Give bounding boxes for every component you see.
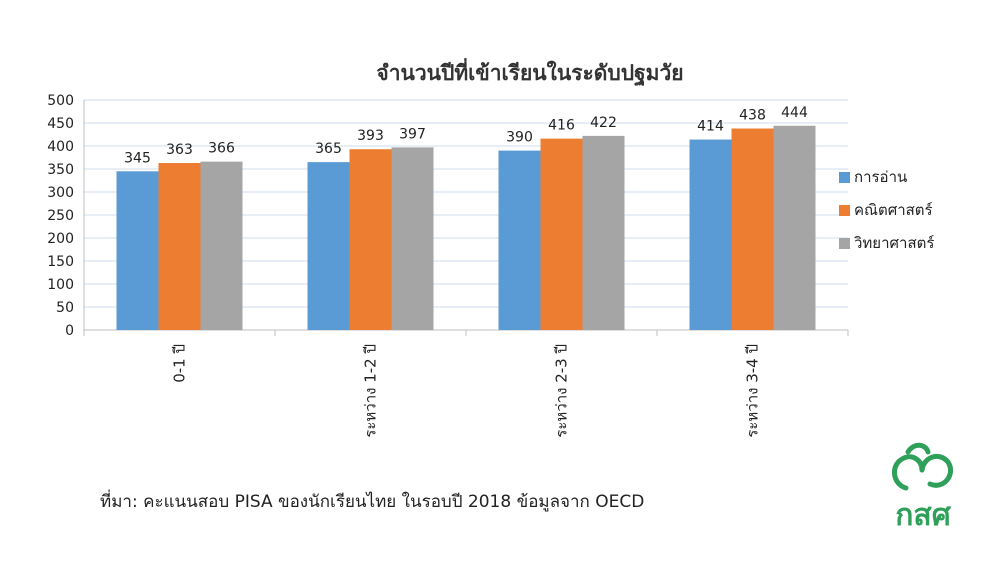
bar (689, 139, 732, 330)
legend-swatch (839, 238, 850, 249)
bar (307, 162, 350, 330)
legend-label: วิทยาศาสตร์ (853, 234, 934, 252)
data-label: 366 (208, 141, 235, 157)
legend-label: คณิตศาสตร์ (854, 201, 933, 219)
data-label: 365 (315, 141, 342, 157)
data-label: 444 (781, 105, 808, 121)
x-axis: 0-1 ปี ระหว่าง 1-2 ปี ระหว่าง 2-3 ปี ระหว่า… (83, 330, 849, 438)
bar (349, 149, 392, 330)
x-tick-label: ระหว่าง 3-4 ปี (744, 344, 762, 438)
bar (158, 163, 201, 330)
bar (540, 138, 583, 330)
logo: กสศ (878, 440, 968, 540)
legend-swatch (839, 172, 850, 183)
y-tick-label: 300 (47, 185, 74, 201)
data-label: 414 (697, 119, 724, 135)
leaf-logo-icon (892, 442, 954, 491)
legend-swatch (839, 205, 850, 216)
legend-label: การอ่าน (854, 168, 907, 186)
data-label: 345 (124, 150, 151, 166)
data-label: 397 (399, 126, 426, 142)
source-note: ที่มา: คะแนนสอบ PISA ของนักเรียนไทย ในรอ… (100, 492, 645, 512)
bar-chart: จำนวนปีที่เข้าเรียนในระดับปฐมวัย 0 50 100 1… (47, 57, 934, 438)
bar (391, 147, 434, 330)
bar (731, 128, 774, 330)
data-label: 422 (590, 115, 617, 131)
y-tick-label: 200 (47, 231, 74, 247)
y-tick-label: 150 (47, 254, 74, 270)
y-tick-label: 400 (47, 139, 74, 155)
bar (116, 171, 159, 330)
y-axis: 0 50 100 150 200 250 300 350 400 450 500 (47, 93, 85, 339)
data-label: 363 (166, 142, 193, 158)
logo-text: กสศ (895, 498, 951, 533)
y-tick-label: 50 (56, 300, 74, 316)
y-tick-label: 0 (65, 323, 74, 339)
data-label: 416 (548, 118, 575, 134)
data-label: 390 (506, 130, 533, 146)
y-tick-label: 450 (47, 116, 74, 132)
x-tick-label: 0-1 ปี (171, 344, 189, 383)
data-label: 438 (739, 108, 766, 124)
bars: 345 363 366 365 393 397 390 416 422 414 438 444 (116, 105, 816, 330)
bar (200, 161, 243, 330)
y-tick-label: 100 (47, 277, 74, 293)
bar (773, 125, 816, 330)
y-tick-label: 350 (47, 162, 74, 178)
y-tick-label: 250 (47, 208, 74, 224)
bar (498, 150, 541, 330)
data-label: 393 (357, 128, 384, 144)
x-tick-label: ระหว่าง 2-3 ปี (553, 344, 571, 438)
bar (582, 135, 625, 330)
chart-title: จำนวนปีที่เข้าเรียนในระดับปฐมวัย (376, 57, 683, 87)
x-tick-label: ระหว่าง 1-2 ปี (362, 344, 380, 438)
y-tick-label: 500 (47, 93, 74, 109)
